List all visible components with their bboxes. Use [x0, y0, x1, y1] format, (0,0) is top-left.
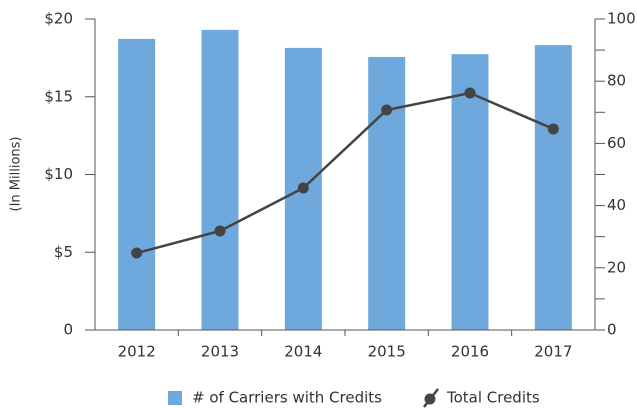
line-marker	[464, 87, 476, 99]
y-tick-label: $20	[44, 10, 73, 28]
bar	[118, 38, 156, 331]
legend-swatch	[168, 391, 182, 405]
x-tick-label: 2015	[368, 343, 406, 361]
legend-label: Total Credits	[446, 389, 540, 407]
bar	[201, 29, 239, 330]
legend-marker	[424, 393, 436, 405]
x-tick-label: 2017	[534, 343, 572, 361]
y-tick-label: $15	[44, 87, 73, 105]
y-tick-label: $10	[44, 165, 73, 183]
line-marker	[131, 247, 143, 259]
bar	[534, 45, 572, 331]
line	[136, 91, 554, 255]
line-marker	[547, 123, 559, 135]
x-tick-label: 2012	[118, 343, 156, 361]
y-tick-label: $5	[54, 243, 73, 261]
line-marker	[297, 182, 309, 194]
bar	[451, 54, 489, 330]
y-tick-label: 0	[63, 321, 73, 339]
y2-tick-label: 20	[607, 258, 626, 276]
y2-tick-label: 40	[607, 196, 626, 214]
x-tick-label: 2014	[284, 343, 322, 361]
y2-tick-label: 60	[607, 134, 626, 152]
legend-label: # of Carriers with Credits	[192, 389, 382, 407]
x-tick-label: 2013	[201, 343, 239, 361]
y2-tick-label: 80	[607, 72, 626, 90]
bar	[368, 56, 406, 330]
line-marker	[381, 104, 393, 116]
y2-tick-label: 0	[607, 321, 617, 339]
line-marker	[214, 225, 226, 237]
x-tick-label: 2016	[451, 343, 489, 361]
y2-tick-label: 100	[607, 10, 636, 28]
y-axis-label: (In Millions)	[9, 137, 24, 212]
